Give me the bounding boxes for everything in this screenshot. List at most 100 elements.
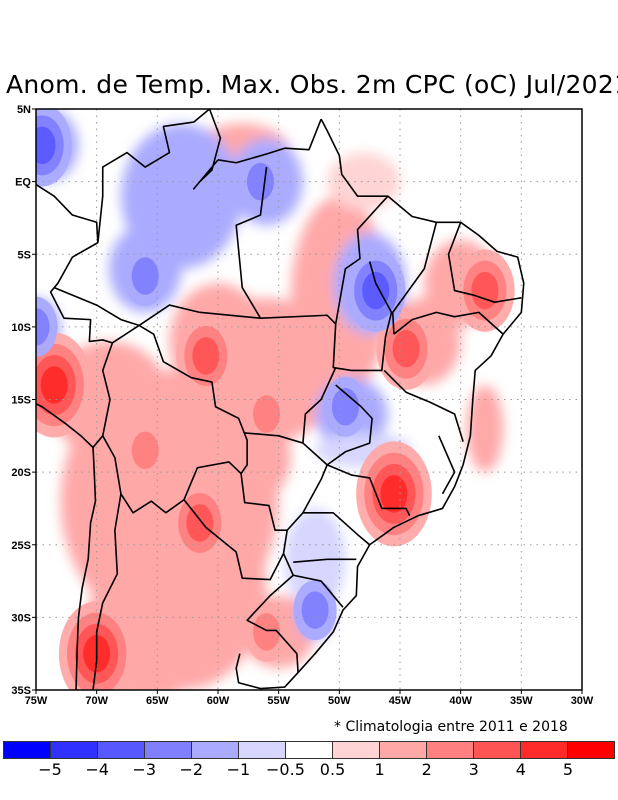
colorbar-label: 0.5 [319,760,346,779]
ceara-rn-border [447,222,522,303]
guyanas-border [217,118,322,164]
peru-coast-border [36,403,94,449]
colorbar-label: −4 [85,760,109,779]
mt-ms-border [244,432,304,444]
colorbar-swatch [98,742,145,758]
colorbar-label: −2 [179,760,204,779]
x-tick-label: 70W [85,695,108,707]
amazonas-para-border [235,166,268,319]
colorbar-label: −5 [38,760,62,779]
x-axis: 75W 70W 65W 60W 55W 50W 45W 40W 35W 30W [25,690,594,707]
colorbar-swatch [380,742,427,758]
roraima-border [192,109,222,190]
mt-para-border [199,311,337,325]
tocantins-east-border [334,195,389,325]
go-mg-border [326,384,373,466]
bahia-north-border [393,311,504,335]
colorbar-swatch [333,742,380,758]
y-axis: 5N EQ 5S 10S 15S 20S 25S 30S 35S [11,104,36,697]
colorbar-label: 4 [515,760,526,779]
mt-go-border [302,367,337,444]
country-borders [36,109,525,690]
anomaly-contour [186,504,214,542]
y-tick-label: 35S [11,685,31,697]
bahia-mg-border [383,369,464,442]
x-tick-label: 75W [25,695,48,707]
anomaly-region [327,152,400,211]
sp-pr-border [302,511,371,546]
colorbar-swatch [568,742,614,758]
x-tick-label: 45W [389,695,412,707]
paraguay-south-border [183,499,285,581]
uruguay-argentina-coast-border [235,653,299,690]
colorbar-swatch [286,742,333,758]
colorbar [3,741,615,759]
anomaly-contour [362,271,390,310]
maranhao-piaui-border [391,222,438,335]
y-tick-label: EQ [15,177,31,189]
anomaly-contour [253,613,281,651]
anomaly-contour [40,366,68,404]
colorbar-swatch [145,742,192,758]
colorbar-swatch [474,742,521,758]
anomaly-contour [301,591,329,629]
anomaly-contour [131,431,159,470]
anomaly-contour [253,395,281,433]
colorbar-label: −1 [226,760,251,779]
x-tick-label: 40W [449,695,472,707]
y-tick-label: 10S [11,322,31,334]
anomaly-region [284,508,346,611]
anomaly-contour [36,126,56,165]
argentina-chile-border [92,493,122,690]
colorbar-swatch [427,742,474,758]
y-tick-label: 25S [11,540,31,552]
anomaly-contour [380,475,408,513]
colombia-ecuador-border [36,183,99,243]
brazil-north-border [97,109,211,243]
anomaly-contour [392,329,420,368]
mg-es-border [438,435,456,495]
colorbar-swatch [4,742,51,758]
brazil-west-border [49,241,299,673]
x-tick-label: 65W [146,695,169,707]
map-title: Anom. de Temp. Max. Obs. 2m CPC (oC) Jul… [6,70,618,99]
anomaly-contour [192,337,220,375]
anomaly-contour [131,257,159,295]
anomaly-map: 75W 70W 65W 60W 55W 50W 45W 40W 35W 30W 5N EQ 5S 10S… [11,104,594,707]
colorbar-label: 5 [562,760,574,779]
anomaly-contour [471,271,499,310]
anomaly-contour [331,388,359,426]
acre-am-border [53,286,140,327]
y-tick-label: 15S [11,395,31,407]
colorbar-label: 1 [374,760,385,779]
chile-coast-border [75,447,97,690]
x-tick-label: 30W [571,695,594,707]
anomaly-contour [246,162,274,201]
y-tick-label: 5N [17,104,31,116]
rondonia-am-border [138,304,200,327]
peru-bolivia-border [92,342,114,448]
colorbar-swatch [192,742,239,758]
mg-sp-border [326,464,411,517]
colorbar-label: −0.5 [266,760,305,779]
y-tick-label: 30S [11,612,31,624]
y-tick-label: 5S [18,249,31,261]
y-tick-label: 20S [11,467,31,479]
x-tick-label: 35W [510,695,533,707]
colorbar-swatch [239,742,286,758]
sc-rs-border [293,574,344,608]
colorbar-label: −3 [132,760,157,779]
x-tick-label: 55W [267,695,290,707]
bolivia-south-border [102,435,242,514]
colorbar-swatch [521,742,568,758]
colorbar-label: 3 [468,760,479,779]
anomaly-region [466,385,504,473]
colorbar-swatch [51,742,98,758]
ms-go-border [286,442,329,531]
gridlines [36,109,582,690]
x-tick-label: 50W [328,695,351,707]
colorbar-label: 2 [421,760,432,779]
pr-sc-border [293,558,357,563]
x-tick-label: 60W [207,695,230,707]
climatology-note: * Climatologia entre 2011 e 2018 [334,719,568,735]
